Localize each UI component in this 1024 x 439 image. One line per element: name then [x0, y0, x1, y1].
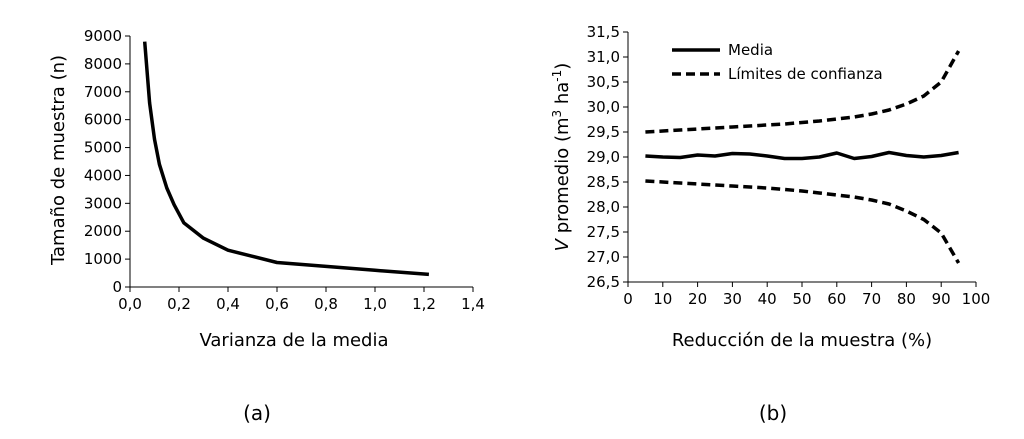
y-axis-label-b-part3: ) [552, 63, 573, 70]
x-tick-label-b: 60 [827, 290, 846, 308]
y-axis-label-b-sup2: -1 [550, 70, 564, 82]
y-tick-label-b: 27,5 [587, 223, 620, 241]
y-tick-label-a: 6000 [84, 111, 122, 129]
y-tick-label-a: 9000 [84, 27, 122, 45]
x-tick-label-a: 1,4 [461, 295, 485, 313]
y-tick-label-b: 30,0 [587, 98, 620, 116]
y-tick-label-b: 26,5 [587, 273, 620, 291]
x-axis-label-a: Varianza de la media [199, 330, 388, 351]
x-tick-label-a: 1,0 [363, 295, 387, 313]
x-tick-label-a: 0,0 [118, 295, 142, 313]
x-tick-label-b: 10 [653, 290, 672, 308]
y-axis-label-b-var: V [552, 237, 573, 251]
x-tick-label-b: 90 [932, 290, 951, 308]
x-tick-label-b: 0 [623, 290, 633, 308]
y-axis-label-b: V promedio (m3 ha-1) [550, 63, 573, 252]
x-tick-label-b: 20 [688, 290, 707, 308]
series-line-a-0 [142, 41, 430, 277]
y-tick-label-a: 8000 [84, 55, 122, 73]
x-tick-label-b: 30 [723, 290, 742, 308]
y-axis-label-b-sup1: 3 [550, 110, 564, 118]
x-tick-label-b: 100 [962, 290, 991, 308]
x-tick-label-a: 0,2 [167, 295, 191, 313]
series-group-a [142, 41, 430, 277]
legend-label-limites: Límites de confianza [728, 65, 883, 83]
y-tick-label-b: 27,0 [587, 248, 620, 266]
y-tick-label-a: 1000 [84, 250, 122, 268]
axes-b: 0 10 20 30 40 50 60 70 80 90 100 26,5 27,0 27,5 28,0 28… [587, 23, 991, 308]
x-tick-label-a: 0,8 [314, 295, 338, 313]
legend-label-media: Media [728, 41, 773, 59]
y-tick-label-a: 3000 [84, 194, 122, 212]
y-tick-label-a: 4000 [84, 166, 122, 184]
series-line-b-2 [645, 179, 961, 264]
x-tick-label-a: 0,4 [216, 295, 240, 313]
x-tick-label-b: 70 [862, 290, 881, 308]
chart-panel-a: 0,0 0,2 0,4 0,6 0,8 1,0 1,2 1,4 0 1000 2000 3000 400… [48, 27, 485, 425]
y-axis-label-b-part2: ha [552, 82, 573, 110]
y-tick-label-b: 29,5 [587, 123, 620, 141]
y-axis-label-a: Tamaño de muestra (n) [48, 55, 69, 266]
series-line-b-0 [645, 150, 959, 161]
axes-a: 0,0 0,2 0,4 0,6 0,8 1,0 1,2 1,4 0 1000 2000 3000 400… [84, 27, 485, 313]
y-tick-label-b: 31,0 [587, 48, 620, 66]
x-tick-label-b: 80 [897, 290, 916, 308]
y-tick-label-b: 30,5 [587, 73, 620, 91]
x-tick-label-a: 0,6 [265, 295, 289, 313]
x-tick-label-b: 50 [792, 290, 811, 308]
y-tick-label-b: 29,0 [587, 148, 620, 166]
series-group-b [645, 50, 961, 264]
series-line-b-1 [645, 50, 961, 134]
y-axis-label-b-part1: promedio (m [552, 117, 573, 239]
x-tick-label-a: 1,2 [412, 295, 436, 313]
chart-panel-b: 0 10 20 30 40 50 60 70 80 90 100 26,5 27,0 27,5 28,0 28… [550, 23, 990, 425]
y-tick-label-a: 7000 [84, 83, 122, 101]
y-tick-label-a: 0 [112, 278, 122, 296]
legend-b: Media Límites de confianza [672, 41, 883, 83]
y-tick-label-b: 28,5 [587, 173, 620, 191]
y-tick-label-a: 2000 [84, 222, 122, 240]
panel-label-a: (a) [243, 401, 271, 425]
panel-label-b: (b) [759, 401, 787, 425]
y-tick-label-b: 28,0 [587, 198, 620, 216]
y-tick-label-b: 31,5 [587, 23, 620, 41]
y-tick-label-a: 5000 [84, 139, 122, 157]
x-tick-label-b: 40 [758, 290, 777, 308]
x-axis-label-b: Reducción de la muestra (%) [672, 330, 932, 351]
